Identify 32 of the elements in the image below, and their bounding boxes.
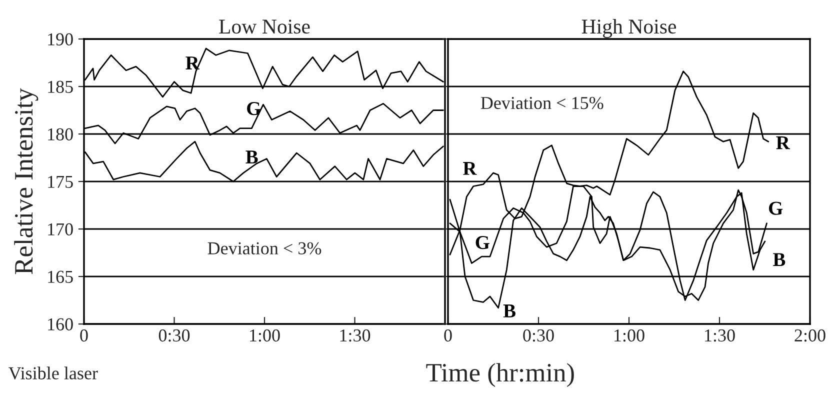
text: R	[463, 162, 477, 175]
y-tick-label: 190	[48, 33, 73, 46]
x-tick-label: 1:00	[614, 329, 644, 342]
series-label: R	[776, 136, 790, 150]
annotation: Deviation < 15%	[480, 96, 604, 110]
y-tick-label: 180	[48, 128, 73, 140]
y-tick-label: 160	[48, 318, 73, 330]
series-label: G	[247, 102, 261, 116]
x-tick-label: 2:00	[794, 329, 826, 342]
x-tick-label: 1:30	[705, 329, 735, 342]
y-axis-title: Relative Intensity	[14, 88, 38, 274]
series-label: R	[186, 56, 200, 70]
y-tick-label: 185	[48, 80, 73, 93]
x-axis-title: Time (hr:min)	[426, 363, 574, 388]
series-label: B	[503, 304, 516, 318]
x-tick-label: 1:00	[250, 329, 280, 342]
text: Visible laser	[8, 366, 98, 380]
series-label: G	[476, 236, 490, 250]
x-tick-label: 0:30	[523, 329, 554, 342]
x-tick-label: 1:30	[340, 329, 370, 342]
text: B	[773, 253, 786, 266]
y-tick-label: 170	[48, 223, 73, 236]
series-label: B	[246, 150, 258, 164]
x-tick-label: 0	[444, 329, 452, 342]
x-tick-label: 0	[80, 329, 88, 342]
y-tick-label: 165	[48, 270, 73, 283]
y-tick-label: 175	[48, 176, 73, 188]
annotation: Deviation < 3%	[208, 242, 322, 254]
chart-title: High Noise	[582, 18, 676, 38]
chart-title: Low Noise	[219, 20, 310, 34]
x-tick-label: 0:30	[158, 329, 190, 342]
text: G	[769, 202, 783, 215]
